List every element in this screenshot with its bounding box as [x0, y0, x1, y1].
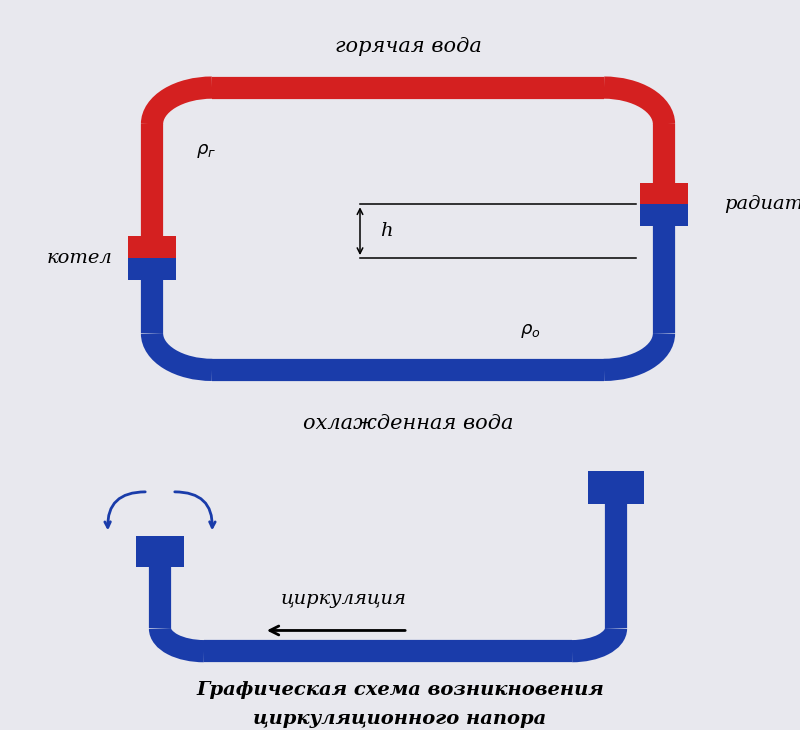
- Text: радиаторы: радиаторы: [724, 196, 800, 213]
- Text: $\rho_о$: $\rho_о$: [520, 322, 541, 340]
- Text: $\rho_г$: $\rho_г$: [196, 142, 216, 160]
- Bar: [128, 258, 176, 280]
- Text: котел: котел: [46, 249, 112, 267]
- Text: h: h: [380, 222, 393, 240]
- Text: горячая вода: горячая вода: [334, 36, 482, 55]
- Bar: [136, 537, 184, 567]
- Bar: [588, 472, 644, 504]
- Text: циркуляционного напора: циркуляционного напора: [254, 710, 546, 729]
- Bar: [640, 182, 688, 204]
- Text: циркуляция: циркуляция: [281, 590, 407, 607]
- Bar: [588, 472, 644, 494]
- Text: охлажденная вода: охлажденная вода: [302, 414, 514, 433]
- Bar: [128, 236, 176, 258]
- Text: Графическая схема возникновения: Графическая схема возникновения: [196, 682, 604, 699]
- Bar: [640, 204, 688, 226]
